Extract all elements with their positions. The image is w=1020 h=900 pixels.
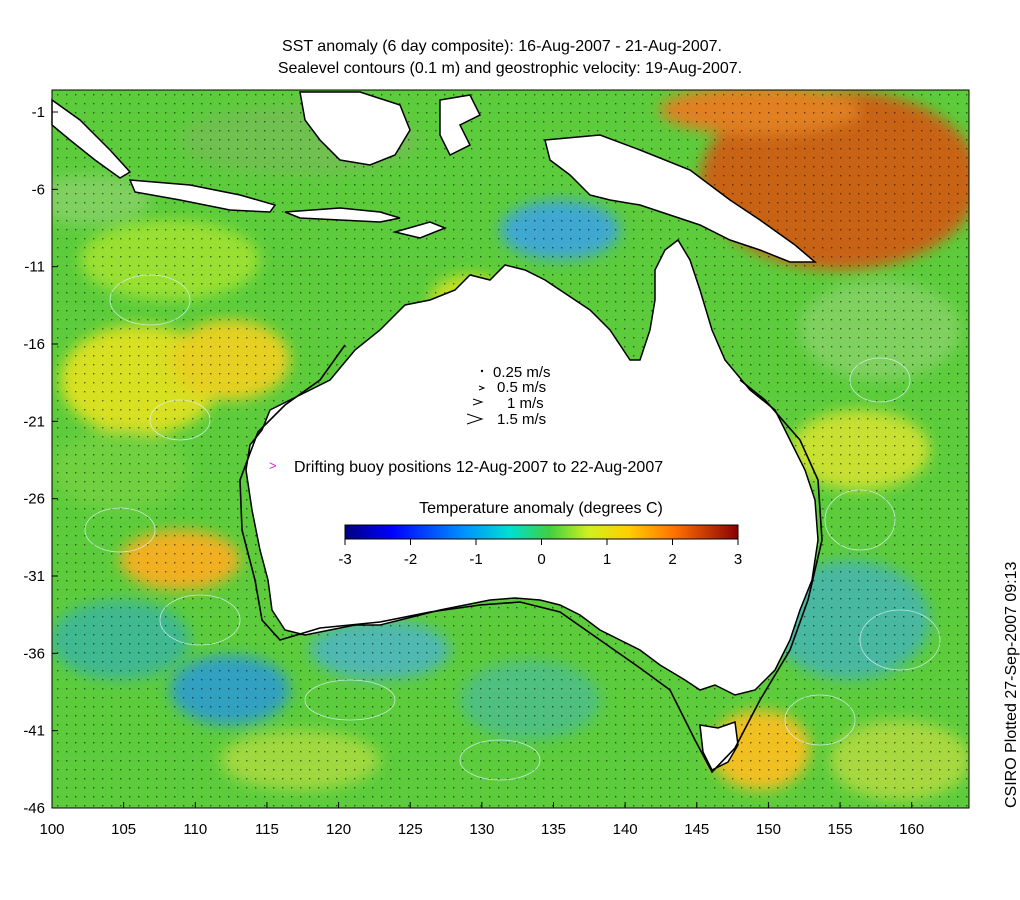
x-tick-label: 160 [899, 821, 924, 838]
velocity-legend-item-3: 1 m/s [507, 395, 544, 412]
colorbar-tick-label: -3 [338, 551, 351, 568]
x-tick-label: 140 [613, 821, 638, 838]
colorbar-title: Temperature anomaly (degrees C) [419, 500, 663, 517]
tasmania [699, 720, 739, 772]
y-tick-label: -46 [23, 800, 45, 817]
timor [392, 221, 448, 239]
colorbar-tick-label: -1 [469, 551, 482, 568]
java [128, 179, 277, 213]
colorbar-ticks: -3 -2 -1 0 1 2 3 [338, 539, 742, 568]
x-tick-label: 125 [398, 821, 423, 838]
x-tick-label: 130 [469, 821, 494, 838]
buoy-marker-icon: > [269, 458, 277, 473]
y-tick-label: -26 [23, 491, 45, 508]
borneo [299, 91, 411, 166]
arrow-05-icon [478, 385, 486, 391]
colorbar-tick-label: 2 [668, 551, 676, 568]
y-tick-label: -21 [23, 413, 45, 430]
sumatra [51, 98, 132, 179]
colorbar-tick-label: 3 [734, 551, 742, 568]
y-tick-label: -36 [23, 645, 45, 662]
y-axis-ticks: -1 -6 -11 -16 -21 -26 -31 -36 -41 -46 [23, 104, 58, 817]
x-tick-label: 135 [541, 821, 566, 838]
y-tick-label: -16 [23, 336, 45, 353]
y-tick-label: -41 [23, 723, 45, 740]
lesser-sunda [284, 207, 401, 223]
y-tick-label: -31 [23, 568, 45, 585]
arrow-1-icon [472, 398, 484, 406]
x-tick-label: 145 [684, 821, 709, 838]
map-title-line-2: Sealevel contours (0.1 m) and geostrophi… [277, 60, 743, 77]
colorbar-scale [344, 524, 739, 540]
colorbar-tick-label: -2 [404, 551, 417, 568]
x-tick-label: 120 [326, 821, 351, 838]
credit-text: CSIRO Plotted 27-Sep-2007 09:13 [1003, 561, 1020, 808]
x-axis-ticks: 100 105 110 115 120 125 130 135 140 145 150 155 160 [39, 802, 924, 838]
y-tick-label: -11 [24, 259, 45, 276]
sealevel-contours-coastal [239, 344, 823, 774]
sealevel-contours-offshore [84, 274, 941, 781]
colorbar-tick-label: 0 [537, 551, 545, 568]
y-tick-label: -1 [32, 104, 45, 121]
velocity-legend: 0.25 m/s 0.5 m/s 1 m/s 1.5 m/s [466, 364, 551, 428]
y-tick-label: -6 [32, 181, 45, 198]
x-tick-label: 150 [756, 821, 781, 838]
land-masses [51, 91, 819, 772]
x-tick-label: 155 [828, 821, 853, 838]
sulawesi [439, 94, 482, 157]
plot-frame [51, 89, 970, 809]
arrow-15-icon [466, 413, 484, 425]
velocity-legend-item-1: 0.25 m/s [493, 364, 551, 381]
x-tick-label: 115 [255, 821, 279, 838]
x-tick-label: 105 [111, 821, 136, 838]
map-title-line-1: SST anomaly (6 day composite): 16-Aug-20… [282, 38, 722, 55]
australia-mainland [245, 238, 819, 696]
buoy-legend-label: Drifting buoy positions 12-Aug-2007 to 2… [294, 459, 663, 476]
velocity-legend-item-4: 1.5 m/s [497, 411, 546, 428]
x-tick-label: 100 [39, 821, 64, 838]
new-guinea [544, 134, 818, 263]
arrow-025-icon [480, 369, 484, 373]
buoy-legend: > Drifting buoy positions 12-Aug-2007 to… [269, 458, 663, 476]
velocity-legend-item-2: 0.5 m/s [497, 379, 546, 396]
x-tick-label: 110 [183, 821, 207, 838]
colorbar-tick-label: 1 [603, 551, 611, 568]
colorbar: Temperature anomaly (degrees C) -3 -2 -1 0 1… [338, 500, 742, 568]
